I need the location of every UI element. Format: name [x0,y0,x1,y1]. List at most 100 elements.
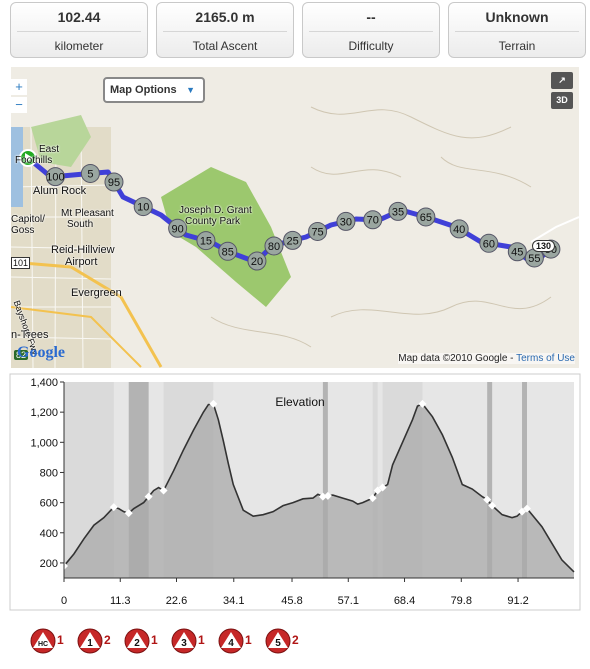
km-marker[interactable] [416,207,436,227]
climb-band [487,382,493,578]
stat-label: Total Ascent [192,39,258,53]
y-tick-label: 1,400 [30,377,58,389]
climb-count: 1 [151,633,158,647]
highway-shield: 130 [532,240,556,252]
map-canvas[interactable]: 1005951090158520802575307035654060455550 [11,67,579,368]
km-marker-label: 60 [483,238,495,250]
y-tick-label: 600 [40,498,58,510]
km-marker[interactable] [168,218,188,238]
km-markers: 1005951090158520802575307035654060455550 [45,163,561,271]
x-tick-label: 0 [61,595,67,607]
km-marker-label: 100 [46,172,64,184]
km-marker-label: 55 [528,253,540,265]
km-marker[interactable] [218,241,238,261]
y-tick-label: 800 [40,467,58,479]
climb-count: 2 [292,633,299,647]
km-marker[interactable] [507,242,527,262]
km-marker[interactable] [264,236,284,256]
elevation-chart: 200 400 600 800 1,000 1,200 1,400 0 11.3 22.6 34.1… [9,373,581,611]
y-tick-label: 1,200 [30,407,58,419]
elevation-area [64,403,574,578]
climb-marker [109,503,118,512]
climb-count: 1 [57,633,64,647]
km-marker-label: 35 [392,206,404,218]
climb-category-label: HC [38,641,48,648]
route-map[interactable]: 1005951090158520802575307035654060455550… [11,67,579,368]
y-tick-label: 1,000 [30,437,58,449]
mountain-shape [221,632,241,648]
x-tick-label: 11.3 [110,595,131,607]
google-logo: Google [17,344,65,361]
x-tick-label: 22.6 [166,595,187,607]
chevron-down-icon: ▼ [186,85,195,95]
km-marker[interactable] [388,201,408,221]
place-label: South [67,219,94,230]
km-marker-label: 30 [340,216,352,228]
climb-marker [378,483,387,492]
km-marker[interactable] [336,211,356,231]
km-marker-label: 95 [108,177,120,189]
place-label: Airport [65,256,98,268]
km-marker[interactable] [133,197,153,217]
km-marker[interactable] [80,163,100,183]
climb-marker [483,495,492,504]
climb-band [322,382,328,578]
km-marker[interactable] [45,167,65,187]
climb-marker [144,492,153,501]
place-label: Alum Rock [33,185,87,197]
km-marker[interactable] [308,221,328,241]
green-area [31,115,91,167]
stat-box-difficulty: -- Difficulty [302,2,440,58]
zoom-out-button[interactable]: − [11,97,27,113]
km-marker[interactable] [104,172,124,192]
terms-link[interactable]: Terms of Use [516,353,575,364]
climb-marker [488,501,497,510]
climb-marker [124,509,133,518]
x-tick-label: 91.2 [507,595,528,607]
km-marker-label: 5 [87,168,93,180]
climb-category-label: 3 [181,638,187,649]
park-area [161,167,291,307]
zoom-in-button[interactable]: + [11,79,27,95]
divider [163,31,287,32]
place-label: Evergreen [71,287,122,299]
mountain-icon: HC [30,628,56,654]
km-marker-label: 25 [286,235,298,247]
km-marker[interactable] [283,230,303,250]
x-tick-label: 79.8 [451,595,472,607]
stat-value: 2165.0 m [195,9,255,25]
km-marker[interactable] [449,219,469,239]
stat-value: 102.44 [57,9,101,25]
park-label: County Park [185,216,241,227]
climb-marker [209,399,218,408]
climb-band [372,382,378,578]
stat-box-distance: 102.44 kilometer [10,2,148,58]
fullscreen-button[interactable]: ↗ [551,72,573,89]
km-marker[interactable] [479,233,499,253]
climb-category-label: 5 [275,638,281,649]
climb-marker [318,492,327,501]
stat-label: Terrain [498,39,536,53]
road [530,216,579,243]
map-options-dropdown[interactable]: Map Options ▼ [103,77,205,103]
climb-marker [368,494,377,503]
park-label: Joseph D. Grant [179,205,252,216]
climb-category-label: 1 [87,638,93,649]
km-marker[interactable] [247,251,267,271]
view-3d-button[interactable]: 3D [551,92,573,109]
climb-marker [323,491,332,500]
km-marker[interactable] [196,231,216,251]
chart-frame [9,373,581,611]
y-tick-label: 200 [40,558,58,570]
y-tick-label: 400 [40,528,58,540]
km-marker[interactable] [363,210,383,230]
climb-band [522,382,528,578]
mountain-shape [127,632,147,648]
x-tick-label: 45.8 [281,595,302,607]
highway-shield: 82 [14,350,29,360]
km-marker-label: 75 [311,226,323,238]
climb-category-label: 2 [134,638,140,649]
divider [17,31,141,32]
